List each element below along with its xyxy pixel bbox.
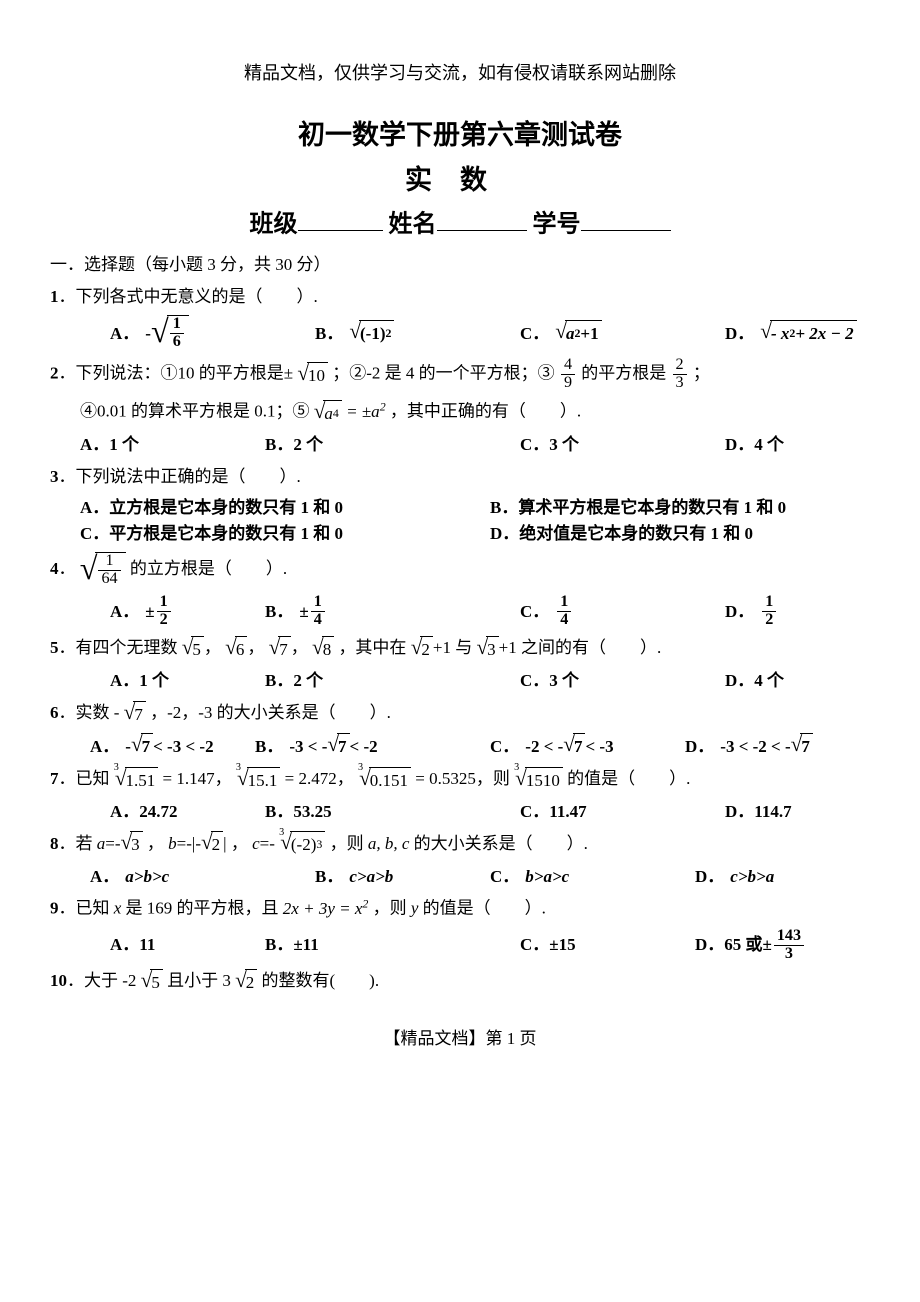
q4-opt-d: D．12 xyxy=(665,594,870,629)
q4-opt-a: A．±12 xyxy=(50,594,255,629)
q9-opt-a: A．11 xyxy=(50,932,255,958)
q1-text: ．下列各式中无意义的是（ ）. xyxy=(59,287,318,306)
doc-subtitle: 实数 xyxy=(50,160,870,201)
q5-opt-b: B．2 个 xyxy=(255,668,460,694)
page-footer: 【精品文档】第 1 页 xyxy=(50,1026,870,1052)
q9-opt-d: D．65 或±1433 xyxy=(665,928,870,963)
student-info-row: 班级 姓名 学号 xyxy=(50,204,870,242)
q6-opt-c: C．-2 < - √7 < -3 xyxy=(460,733,665,760)
doc-title: 初一数学下册第六章测试卷 xyxy=(50,115,870,156)
q8-opt-b: B．c>a>b xyxy=(255,864,460,890)
q8-opt-a: A．a>b>c xyxy=(50,864,255,890)
q2-options: A．1 个 B．2 个 C．3 个 D．4 个 xyxy=(50,432,870,458)
question-1: 1．下列各式中无意义的是（ ）. xyxy=(50,284,870,310)
q9-opt-c: C．±15 xyxy=(460,932,665,958)
name-label: 姓名 xyxy=(389,211,437,237)
id-blank xyxy=(581,204,671,231)
question-6: 6．实数 - √7 ，-2，-3 的大小关系是（ ）. xyxy=(50,700,870,727)
sqrt-icon: √a2+1 xyxy=(555,320,601,347)
sqrt-icon: √10 xyxy=(297,362,328,389)
sqrt-icon: √16 xyxy=(151,315,189,351)
q5-options: A．1 个 B．2 个 C．3 个 D．4 个 xyxy=(50,668,870,694)
question-4: 4． √164 的立方根是（ ）. xyxy=(50,552,870,588)
q7-opt-a: A．24.72 xyxy=(50,799,255,825)
q2-opt-c: C．3 个 xyxy=(460,432,665,458)
q1-opt-a: A． - √16 xyxy=(50,315,255,351)
class-blank xyxy=(298,204,383,231)
question-2: 2．下列说法：①10 的平方根是± √10 ；②-2 是 4 的一个平方根；③ … xyxy=(50,357,870,392)
name-blank xyxy=(437,204,527,231)
q1-opt-c: C． √a2+1 xyxy=(460,320,665,347)
q5-opt-d: D．4 个 xyxy=(665,668,870,694)
q8-opt-d: D．c>b>a xyxy=(665,864,870,890)
q3-opt-b: B．算术平方根是它本身的数只有 1 和 0 xyxy=(460,495,870,521)
q2-opt-a: A．1 个 xyxy=(50,432,255,458)
question-3: 3．下列说法中正确的是（ ）. xyxy=(50,464,870,490)
q1-number: 1 xyxy=(50,287,59,306)
q1-opt-b: B． √(-1)2 xyxy=(255,320,460,347)
q9-options: A．11 B．±11 C．±15 D．65 或±1433 xyxy=(50,928,870,963)
q3-options: A．立方根是它本身的数只有 1 和 0 B．算术平方根是它本身的数只有 1 和 … xyxy=(50,495,870,546)
class-label: 班级 xyxy=(250,211,298,237)
q1-opt-d: D． √- x2 + 2x − 2 xyxy=(665,320,870,347)
q5-opt-c: C．3 个 xyxy=(460,668,665,694)
question-8: 8．若 a=-√3 ， b=-|-√2| ， c=- 3√(-2)3 ，则 a,… xyxy=(50,831,870,858)
q8-options: A．a>b>c B．c>a>b C．b>a>c D．c>b>a xyxy=(50,864,870,890)
q6-opt-d: D．-3 < -2 < - √7 xyxy=(665,733,870,760)
q8-opt-c: C．b>a>c xyxy=(460,864,665,890)
q2-opt-d: D．4 个 xyxy=(665,432,870,458)
q4-opt-c: C．14 xyxy=(460,594,665,629)
q4-opt-b: B．±14 xyxy=(255,594,460,629)
q6-opt-b: B．-3 < - √7 < -2 xyxy=(255,733,460,760)
q7-opt-d: D．114.7 xyxy=(665,799,870,825)
sqrt-icon: √(-1)2 xyxy=(349,320,394,347)
q7-options: A．24.72 B．53.25 C．11.47 D．114.7 xyxy=(50,799,870,825)
q9-opt-b: B．±11 xyxy=(255,932,460,958)
sqrt-icon: √164 xyxy=(80,552,126,588)
sqrt-icon: √- x2 + 2x − 2 xyxy=(760,320,856,347)
q3-opt-c: C．平方根是它本身的数只有 1 和 0 xyxy=(50,521,460,547)
sqrt-icon: √a4 xyxy=(314,400,342,427)
header-disclaimer: 精品文档，仅供学习与交流，如有侵权请联系网站删除 xyxy=(50,60,870,87)
q6-opt-a: A．- √7 < -3 < -2 xyxy=(50,733,255,760)
question-2-line2: ④0.01 的算术平方根是 0.1；⑤ √a4 = ±a2 ，其中正确的有（ ）… xyxy=(80,398,870,426)
q3-opt-a: A．立方根是它本身的数只有 1 和 0 xyxy=(50,495,460,521)
question-7: 7．已知 3√1.51 = 1.147， 3√15.1 = 2.472， 3√0… xyxy=(50,766,870,793)
q1-options: A． - √16 B． √(-1)2 C． √a2+1 D． √- x2 + 2… xyxy=(50,315,870,351)
q4-options: A．±12 B．±14 C．14 D．12 xyxy=(50,594,870,629)
q2-opt-b: B．2 个 xyxy=(255,432,460,458)
id-label: 学号 xyxy=(533,211,581,237)
q7-opt-b: B．53.25 xyxy=(255,799,460,825)
section-1-heading: 一．选择题（每小题 3 分，共 30 分） xyxy=(50,252,870,278)
q3-opt-d: D．绝对值是它本身的数只有 1 和 0 xyxy=(460,521,870,547)
question-9: 9．已知 x 是 169 的平方根，且 2x + 3y = x2 ，则 y 的值… xyxy=(50,895,870,921)
q7-opt-c: C．11.47 xyxy=(460,799,665,825)
question-10: 10．大于 -2 √5 且小于 3 √2 的整数有( ). xyxy=(50,968,870,995)
question-5: 5．有四个无理数 √5， √6， √7， √8 ，其中在 √2+1 与 √3+1… xyxy=(50,635,870,662)
q6-options: A．- √7 < -3 < -2 B．-3 < - √7 < -2 C．-2 <… xyxy=(50,733,870,760)
q5-opt-a: A．1 个 xyxy=(50,668,255,694)
